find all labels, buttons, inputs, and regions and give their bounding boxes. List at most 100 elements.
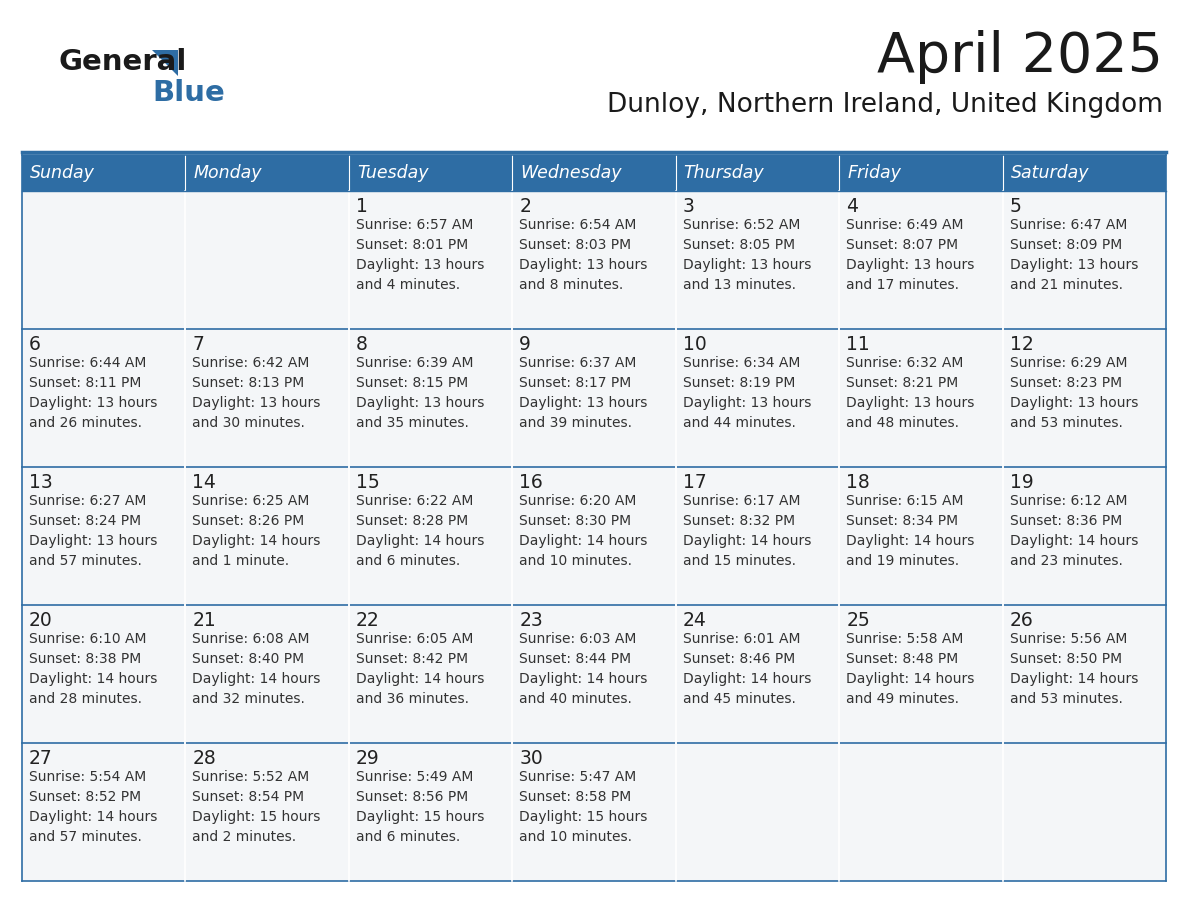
Text: Sunrise: 6:32 AM: Sunrise: 6:32 AM <box>846 356 963 370</box>
Text: Sunset: 8:17 PM: Sunset: 8:17 PM <box>519 376 632 390</box>
Text: and 13 minutes.: and 13 minutes. <box>683 278 796 292</box>
Text: and 53 minutes.: and 53 minutes. <box>1010 692 1123 706</box>
Text: Sunday: Sunday <box>30 164 95 182</box>
Text: Daylight: 14 hours: Daylight: 14 hours <box>519 534 647 548</box>
Text: Sunrise: 6:01 AM: Sunrise: 6:01 AM <box>683 632 801 646</box>
Text: Sunset: 8:54 PM: Sunset: 8:54 PM <box>192 790 304 804</box>
Text: Daylight: 14 hours: Daylight: 14 hours <box>29 810 157 824</box>
Text: 23: 23 <box>519 611 543 630</box>
Bar <box>676 155 839 191</box>
Text: Sunset: 8:15 PM: Sunset: 8:15 PM <box>356 376 468 390</box>
Text: Sunset: 8:01 PM: Sunset: 8:01 PM <box>356 238 468 252</box>
Text: and 19 minutes.: and 19 minutes. <box>846 554 959 568</box>
Bar <box>512 467 676 605</box>
Text: Sunrise: 6:12 AM: Sunrise: 6:12 AM <box>1010 494 1127 508</box>
Text: Sunset: 8:28 PM: Sunset: 8:28 PM <box>356 514 468 528</box>
Bar <box>839 743 1003 881</box>
Text: and 26 minutes.: and 26 minutes. <box>29 416 143 430</box>
Text: Sunset: 8:44 PM: Sunset: 8:44 PM <box>519 652 631 666</box>
Bar <box>676 191 839 329</box>
Bar <box>185 467 349 605</box>
Text: and 39 minutes.: and 39 minutes. <box>519 416 632 430</box>
Text: Sunrise: 5:54 AM: Sunrise: 5:54 AM <box>29 770 146 784</box>
Text: Daylight: 14 hours: Daylight: 14 hours <box>29 672 157 686</box>
Text: and 57 minutes.: and 57 minutes. <box>29 830 141 844</box>
Bar <box>1003 329 1165 467</box>
Text: Sunrise: 6:08 AM: Sunrise: 6:08 AM <box>192 632 310 646</box>
Text: 28: 28 <box>192 749 216 768</box>
Bar <box>839 329 1003 467</box>
Bar <box>349 605 512 743</box>
Text: Daylight: 14 hours: Daylight: 14 hours <box>519 672 647 686</box>
Bar <box>185 191 349 329</box>
Text: and 53 minutes.: and 53 minutes. <box>1010 416 1123 430</box>
Text: Sunrise: 6:22 AM: Sunrise: 6:22 AM <box>356 494 473 508</box>
Text: Daylight: 13 hours: Daylight: 13 hours <box>846 396 974 410</box>
Text: Daylight: 13 hours: Daylight: 13 hours <box>846 258 974 272</box>
Text: Daylight: 14 hours: Daylight: 14 hours <box>1010 534 1138 548</box>
Text: 2: 2 <box>519 197 531 216</box>
Text: Sunset: 8:50 PM: Sunset: 8:50 PM <box>1010 652 1121 666</box>
Text: Sunset: 8:23 PM: Sunset: 8:23 PM <box>1010 376 1121 390</box>
Bar <box>23 191 185 329</box>
Bar <box>349 467 512 605</box>
Text: Daylight: 13 hours: Daylight: 13 hours <box>519 396 647 410</box>
Text: Daylight: 14 hours: Daylight: 14 hours <box>683 672 811 686</box>
Text: Sunrise: 6:03 AM: Sunrise: 6:03 AM <box>519 632 637 646</box>
Text: and 44 minutes.: and 44 minutes. <box>683 416 796 430</box>
Bar <box>676 743 839 881</box>
Text: Sunrise: 6:34 AM: Sunrise: 6:34 AM <box>683 356 800 370</box>
Text: Sunrise: 5:47 AM: Sunrise: 5:47 AM <box>519 770 637 784</box>
Bar <box>839 467 1003 605</box>
Text: Sunset: 8:46 PM: Sunset: 8:46 PM <box>683 652 795 666</box>
Bar <box>185 743 349 881</box>
Bar <box>23 329 185 467</box>
Text: Sunset: 8:07 PM: Sunset: 8:07 PM <box>846 238 959 252</box>
Text: and 23 minutes.: and 23 minutes. <box>1010 554 1123 568</box>
Text: 20: 20 <box>29 611 52 630</box>
Text: 21: 21 <box>192 611 216 630</box>
Bar <box>349 155 512 191</box>
Text: Daylight: 14 hours: Daylight: 14 hours <box>192 672 321 686</box>
Text: Daylight: 13 hours: Daylight: 13 hours <box>519 258 647 272</box>
Text: Sunset: 8:03 PM: Sunset: 8:03 PM <box>519 238 631 252</box>
Text: Monday: Monday <box>194 164 261 182</box>
Text: 1: 1 <box>356 197 368 216</box>
Text: Tuesday: Tuesday <box>356 164 429 182</box>
Text: Sunset: 8:24 PM: Sunset: 8:24 PM <box>29 514 141 528</box>
Text: Sunrise: 6:49 AM: Sunrise: 6:49 AM <box>846 218 963 232</box>
Text: Daylight: 13 hours: Daylight: 13 hours <box>683 258 811 272</box>
Text: Sunset: 8:32 PM: Sunset: 8:32 PM <box>683 514 795 528</box>
Text: Sunset: 8:11 PM: Sunset: 8:11 PM <box>29 376 141 390</box>
Text: Daylight: 14 hours: Daylight: 14 hours <box>356 534 485 548</box>
Text: 3: 3 <box>683 197 695 216</box>
Text: Sunset: 8:26 PM: Sunset: 8:26 PM <box>192 514 304 528</box>
Text: Daylight: 14 hours: Daylight: 14 hours <box>846 672 974 686</box>
Bar <box>676 467 839 605</box>
Text: Sunset: 8:42 PM: Sunset: 8:42 PM <box>356 652 468 666</box>
Bar <box>23 467 185 605</box>
Text: 8: 8 <box>356 335 368 354</box>
Text: 9: 9 <box>519 335 531 354</box>
Text: Sunrise: 5:58 AM: Sunrise: 5:58 AM <box>846 632 963 646</box>
Text: and 57 minutes.: and 57 minutes. <box>29 554 141 568</box>
Text: 30: 30 <box>519 749 543 768</box>
Text: Daylight: 14 hours: Daylight: 14 hours <box>683 534 811 548</box>
Bar <box>839 191 1003 329</box>
Bar <box>185 155 349 191</box>
Text: Sunrise: 5:56 AM: Sunrise: 5:56 AM <box>1010 632 1127 646</box>
Text: and 1 minute.: and 1 minute. <box>192 554 290 568</box>
Text: 10: 10 <box>683 335 707 354</box>
Text: Sunset: 8:19 PM: Sunset: 8:19 PM <box>683 376 795 390</box>
Bar <box>512 329 676 467</box>
Bar <box>676 605 839 743</box>
Text: Daylight: 13 hours: Daylight: 13 hours <box>356 258 485 272</box>
Text: Sunrise: 6:39 AM: Sunrise: 6:39 AM <box>356 356 473 370</box>
Text: Sunrise: 5:52 AM: Sunrise: 5:52 AM <box>192 770 310 784</box>
Text: and 15 minutes.: and 15 minutes. <box>683 554 796 568</box>
Text: Blue: Blue <box>152 79 225 107</box>
Text: and 10 minutes.: and 10 minutes. <box>519 830 632 844</box>
Text: Sunrise: 6:25 AM: Sunrise: 6:25 AM <box>192 494 310 508</box>
Text: 26: 26 <box>1010 611 1034 630</box>
Text: Saturday: Saturday <box>1011 164 1089 182</box>
